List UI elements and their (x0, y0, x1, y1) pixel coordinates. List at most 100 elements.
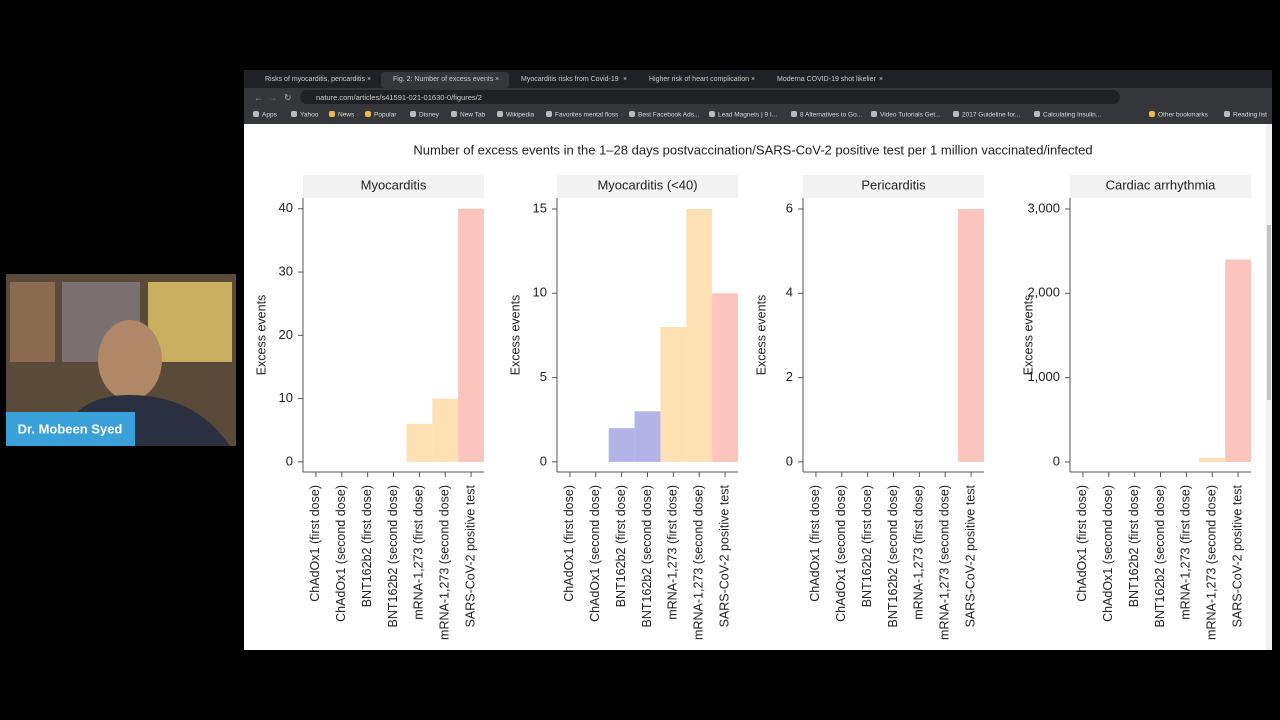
x-tick-label: SARS-CoV-2 positive test (463, 484, 477, 627)
bookmark-icon[interactable] (451, 111, 457, 117)
x-tick-label: BNT162b2 (second dose) (886, 485, 900, 627)
bookmark-icon[interactable] (497, 111, 503, 117)
scrollbar-thumb[interactable] (1267, 225, 1271, 400)
bookmark[interactable]: Lead Magnets | 9 I... (718, 112, 777, 119)
bookmark[interactable]: Reading list (1233, 112, 1267, 119)
y-tick-label: 2 (786, 369, 793, 384)
x-tick-label: ChAdOx1 (first dose) (808, 485, 822, 602)
x-tick-label: ChAdOx1 (second dose) (588, 485, 602, 622)
back-button[interactable]: ← (254, 92, 263, 102)
bookmark[interactable]: 8 Alternatives to Go... (800, 112, 862, 119)
x-tick-label: BNT162b2 (first dose) (1127, 485, 1141, 607)
x-tick-label: BNT162b2 (second dose) (386, 485, 400, 627)
y-tick-label: 20 (279, 327, 293, 342)
tab-close[interactable]: × (495, 76, 499, 83)
bookshelf (148, 282, 232, 362)
web-content (244, 124, 1272, 650)
bookmark[interactable]: Calculating Insulin... (1043, 112, 1101, 119)
bookmark[interactable]: Favorites mental floss (555, 112, 619, 119)
tab-close[interactable]: × (879, 76, 883, 83)
bookmark-icon[interactable] (953, 111, 959, 117)
x-tick-label: BNT162b2 (second dose) (1153, 485, 1167, 627)
address-bar[interactable] (300, 90, 1120, 104)
bookmark-icon[interactable] (1149, 111, 1155, 117)
bookmark[interactable]: Video Tutorials Get... (880, 112, 941, 119)
tab-close[interactable]: × (367, 76, 371, 83)
bookmark[interactable]: Apps (262, 112, 278, 119)
y-axis-label: Excess events (508, 295, 522, 376)
tab-title[interactable]: Fig. 2: Number of excess events (393, 76, 494, 83)
bookmark-icon[interactable] (329, 111, 335, 117)
x-tick-label: mRNA-1,273 (second dose) (938, 485, 952, 640)
x-tick-label: mRNA-1,273 (first dose) (1179, 485, 1193, 620)
bar (608, 428, 635, 462)
x-tick-label: BNT162b2 (first dose) (614, 485, 628, 607)
x-tick-label: ChAdOx1 (first dose) (308, 485, 322, 602)
x-tick-label: SARS-CoV-2 positive test (1230, 484, 1244, 627)
url[interactable]: nature.com/articles/s41591-021-01630-0/f… (316, 93, 482, 102)
tab-title[interactable]: Myocarditis risks from Covid-19 (521, 76, 619, 83)
bookmark[interactable]: Other bookmarks (1158, 112, 1209, 119)
y-axis-label: Excess events (754, 295, 768, 376)
y-tick-label: 10 (279, 390, 293, 405)
y-axis-label: Excess events (254, 295, 268, 376)
bookmark[interactable]: 2017 Guideline for... (962, 112, 1020, 119)
bookmark[interactable]: Yahoo (300, 112, 319, 119)
x-tick-label: ChAdOx1 (second dose) (334, 485, 348, 622)
bookmark-icon[interactable] (791, 111, 797, 117)
bar (432, 398, 459, 462)
bookmark-icon[interactable] (871, 111, 877, 117)
x-tick-label: ChAdOx1 (first dose) (562, 485, 576, 602)
bookmark-icon[interactable] (546, 111, 552, 117)
bar (1225, 259, 1251, 462)
bookmark-icon[interactable] (709, 111, 715, 117)
y-tick-label: 30 (279, 263, 293, 278)
tab-title[interactable]: Moderna COVID-19 shot likelier (777, 76, 876, 83)
active-tab[interactable] (381, 72, 509, 88)
bookmark-icon[interactable] (1224, 111, 1230, 117)
y-tick-label: 15 (533, 200, 547, 215)
tab-title[interactable]: Risks of myocarditis, pericarditis (265, 76, 365, 83)
bookmark[interactable]: News (338, 112, 355, 119)
bar (660, 326, 687, 462)
y-tick-label: 0 (786, 453, 793, 468)
x-tick-label: ChAdOx1 (second dose) (834, 485, 848, 622)
y-tick-label: 10 (533, 285, 547, 300)
bookmark-icon[interactable] (365, 111, 371, 117)
bookmark-icon[interactable] (410, 111, 416, 117)
bookmark-icon[interactable] (253, 111, 259, 117)
tab-close[interactable]: × (751, 76, 755, 83)
y-tick-label: 5 (540, 369, 547, 384)
forward-button[interactable]: → (268, 92, 277, 102)
reload-button[interactable]: ↻ (284, 92, 292, 102)
x-tick-label: BNT162b2 (first dose) (360, 485, 374, 607)
bookmarks-bar (244, 106, 1272, 124)
bookmark[interactable]: Disney (419, 112, 440, 119)
tab-title[interactable]: Higher risk of heart complication (649, 76, 749, 83)
bookmark[interactable]: Best Facebook Ads... (638, 112, 700, 119)
x-tick-label: BNT162b2 (first dose) (860, 485, 874, 607)
x-tick-label: ChAdOx1 (first dose) (1075, 485, 1089, 602)
bar (686, 208, 713, 462)
bookmark-icon[interactable] (291, 111, 297, 117)
y-tick-label: 1,000 (1027, 369, 1060, 384)
bookmark[interactable]: Popular (374, 112, 397, 119)
bookshelf (10, 282, 55, 362)
y-tick-label: 0 (540, 453, 547, 468)
bookmark[interactable]: New Tab (460, 112, 486, 119)
bar (406, 423, 433, 462)
bookmark-icon[interactable] (629, 111, 635, 117)
x-tick-label: mRNA-1,273 (first dose) (666, 485, 680, 620)
x-tick-label: mRNA-1,273 (second dose) (1205, 485, 1219, 640)
y-tick-label: 3,000 (1027, 200, 1060, 215)
y-axis-label: Excess events (1021, 295, 1035, 376)
tab-close[interactable]: × (623, 76, 627, 83)
panel-strip (557, 175, 738, 198)
name-banner (6, 412, 135, 446)
x-tick-label: ChAdOx1 (second dose) (1101, 485, 1115, 622)
panel-title: Myocarditis (<40) (597, 177, 697, 192)
bookmark-icon[interactable] (1034, 111, 1040, 117)
bookmark[interactable]: Wikipedia (506, 112, 535, 119)
y-tick-label: 2,000 (1027, 285, 1060, 300)
